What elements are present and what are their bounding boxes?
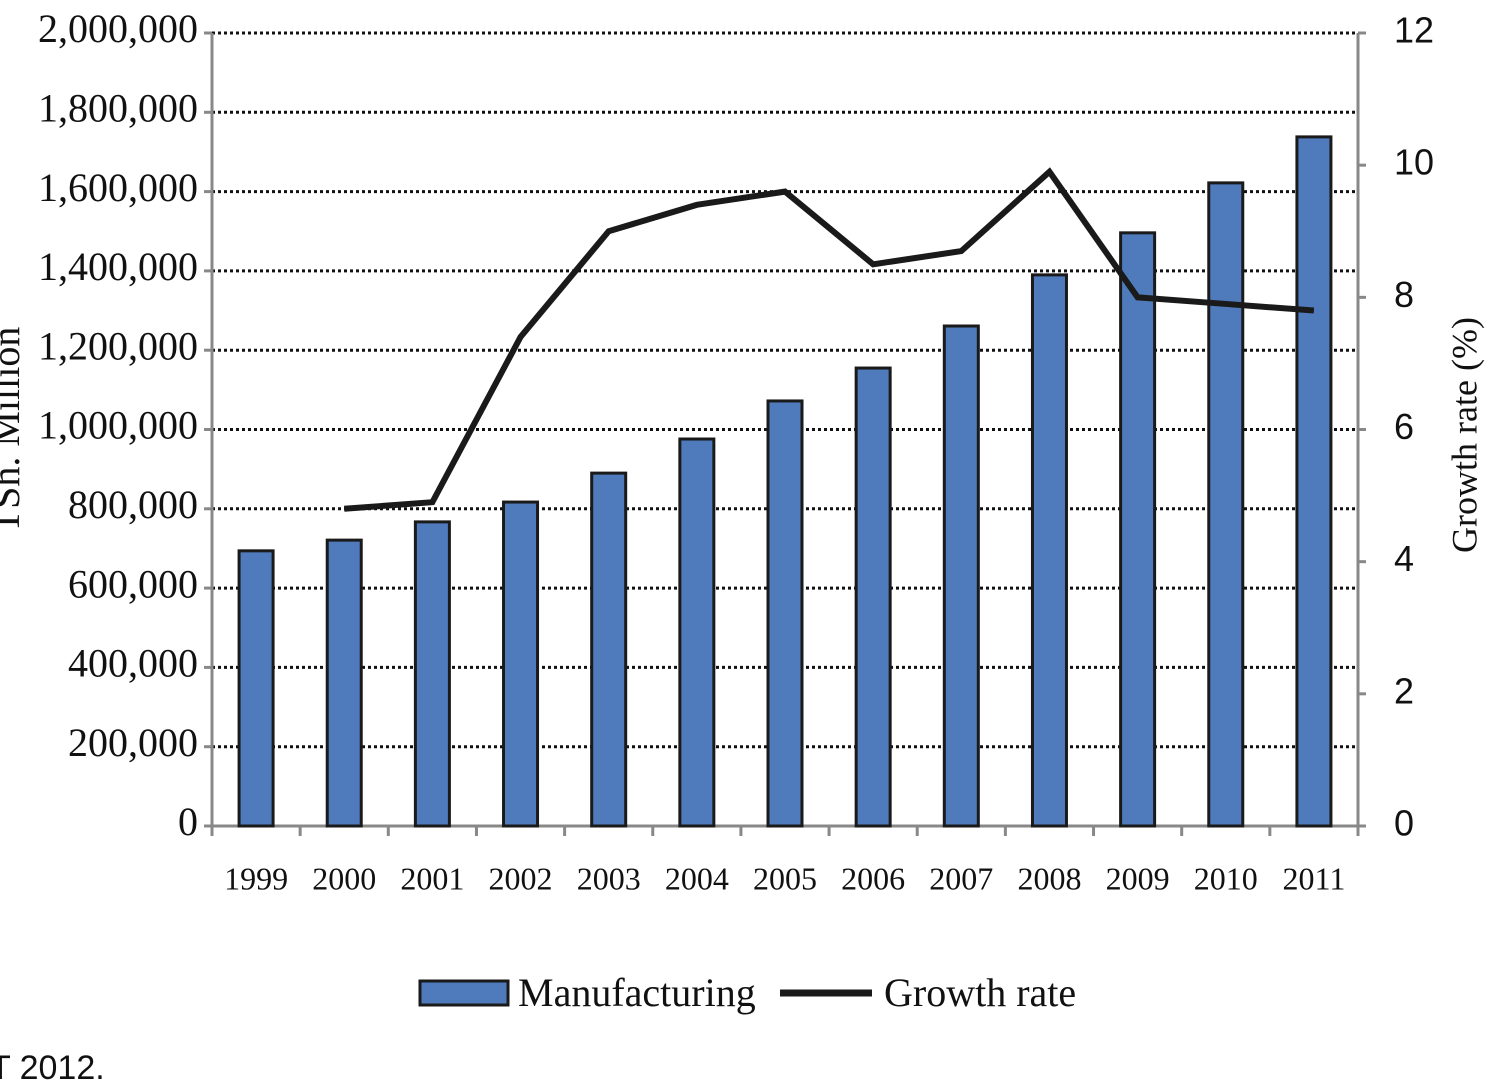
y-axis-title: TSh. Million (0, 327, 28, 534)
x-tick-label: 2008 (1017, 860, 1081, 896)
y2-tick-label: 0 (1394, 803, 1414, 844)
y-tick-label: 1,800,000 (38, 85, 198, 130)
y-tick-label: 1,600,000 (38, 165, 198, 210)
y2-tick-label: 12 (1394, 10, 1434, 51)
line (344, 167, 1315, 512)
bar (325, 538, 363, 828)
x-tick-label: 2006 (841, 860, 905, 896)
y-tick-label: 800,000 (68, 482, 198, 527)
y2-tick-label: 4 (1394, 538, 1414, 579)
bar (237, 549, 275, 828)
legend-label: Manufacturing (518, 970, 756, 1015)
bar (1030, 273, 1068, 828)
bar (1207, 181, 1245, 828)
y-tick-label: 2,000,000 (38, 6, 198, 51)
y2-tick-label: 10 (1394, 142, 1434, 183)
y-tick-label: 200,000 (68, 720, 198, 765)
x-tick-label: 2011 (1283, 860, 1346, 896)
bar (766, 399, 804, 828)
y-tick-label: 1,000,000 (38, 403, 198, 448)
bar (413, 520, 451, 828)
y-tick-label: 400,000 (68, 641, 198, 686)
bar (590, 471, 628, 828)
y-tick-label: 1,200,000 (38, 323, 198, 368)
y-tick-label: 0 (178, 799, 198, 844)
x-tick-label: 2010 (1194, 860, 1258, 896)
y2-axis-title: Growth rate (%) (1444, 317, 1484, 553)
source-note: T 2012. (0, 1049, 105, 1084)
bar (942, 324, 980, 828)
bar (502, 500, 540, 828)
x-tick-label: 2004 (665, 860, 729, 896)
y2-tick-label: 6 (1394, 406, 1414, 447)
legend-swatch (418, 979, 510, 1007)
x-tick-label: 1999 (224, 860, 288, 896)
y-tick-label: 1,400,000 (38, 244, 198, 289)
x-tick-label: 2001 (400, 860, 464, 896)
x-tick-label: 2005 (753, 860, 817, 896)
y2-tick-label: 8 (1394, 274, 1414, 315)
y-tick-label: 600,000 (68, 561, 198, 606)
y2-tick-label: 2 (1394, 670, 1414, 711)
x-tick-label: 2003 (577, 860, 641, 896)
legend-label: Growth rate (884, 970, 1076, 1015)
bar (854, 366, 892, 828)
x-tick-label: 2007 (929, 860, 993, 896)
bar (1119, 231, 1157, 828)
x-tick-label: 2009 (1106, 860, 1170, 896)
bar (678, 437, 716, 828)
x-tick-label: 2002 (489, 860, 553, 896)
x-tick-label: 2000 (312, 860, 376, 896)
bar (1295, 135, 1333, 828)
